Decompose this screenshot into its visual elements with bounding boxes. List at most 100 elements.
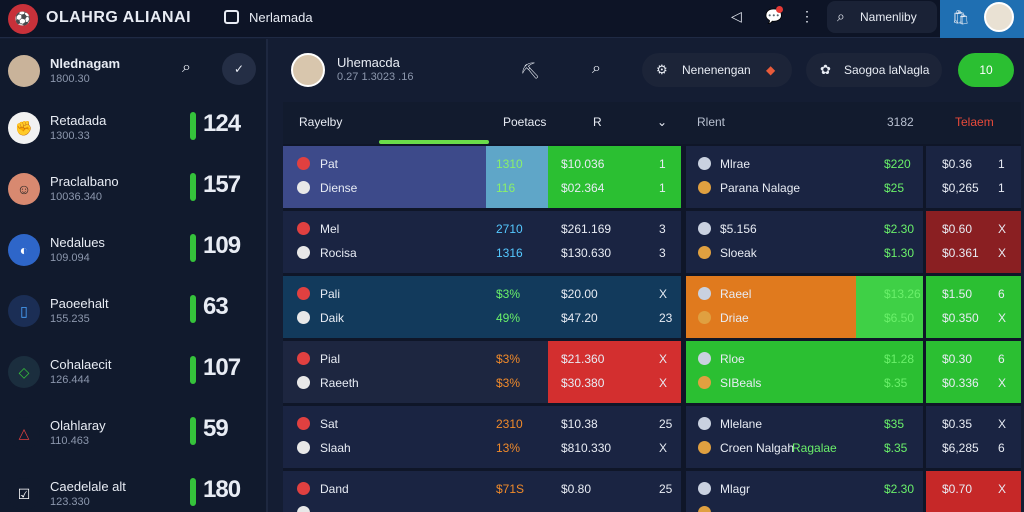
row-market-cell[interactable]: Pat Diense 1310 116 $10.036 $02.364 1 1 <box>283 146 681 208</box>
total-flag-2: 1 <box>998 181 1005 195</box>
row-total-cell[interactable]: $0.36 $0,265 1 1 <box>926 146 1021 208</box>
result-label-1: $5.156 <box>720 222 757 236</box>
match-avatar[interactable] <box>291 53 325 87</box>
price-1: $220 <box>884 157 911 171</box>
cart-icon[interactable]: 🛍 <box>952 9 970 25</box>
check-button[interactable]: ✓ <box>222 53 256 85</box>
odds-cell[interactable] <box>548 341 681 403</box>
nav-tv-icon[interactable] <box>224 10 239 24</box>
match-name: Uhemacda <box>337 55 400 70</box>
col-header-3182[interactable]: 3182 <box>887 115 914 129</box>
table-row[interactable]: Dand $71S $0.80 25 Mlagr $2.30 $0.70 X <box>283 471 1021 512</box>
row-total-cell[interactable]: $0.30 $0.336 6 X <box>926 341 1021 403</box>
odds-cell[interactable] <box>548 471 681 512</box>
sidebar-item[interactable]: ▯ Paoeehalt 155.235 63 <box>0 282 268 342</box>
row-total-cell[interactable]: $1.50 $0.350 6 X <box>926 276 1021 338</box>
sidebar-item[interactable]: ☺ Praclalbano 10036.340 157 <box>0 160 268 220</box>
top-search-label: Namenliby <box>860 10 917 24</box>
odds-cell[interactable] <box>548 211 681 273</box>
sidebar-item[interactable]: ◐ Nedalues 109.094 109 <box>0 221 268 281</box>
table-row[interactable]: Pat Diense 1310 116 $10.036 $02.364 1 1 … <box>283 146 1021 208</box>
sidebar-item-sub: 1300.33 <box>50 130 90 142</box>
price-cell[interactable] <box>856 211 923 273</box>
sidebar-item-value: 109 <box>203 232 241 259</box>
price-cell[interactable] <box>856 276 923 338</box>
col-header-telaem[interactable]: Telaem <box>955 115 994 129</box>
go-button[interactable]: 10 <box>958 53 1014 87</box>
sidebar-item-name: Paoeehalt <box>50 296 109 311</box>
team-badge-icon <box>698 506 711 512</box>
row-count-1: 25 <box>659 417 673 431</box>
filter-pill-1-label: Nenenengan <box>682 63 751 77</box>
total-flag-1: X <box>998 222 1007 236</box>
col-header-rayelby[interactable]: Rayelby <box>299 115 343 129</box>
back-icon[interactable]: ◁ <box>731 8 742 24</box>
row-market-cell[interactable]: Pial Raeeth $3% $3% $21.360 $30.380 X X <box>283 341 681 403</box>
account-area: 🛍 <box>940 0 1024 38</box>
row-result-cell[interactable]: Mlrae Parana Nalage $220 $25 <box>686 146 923 208</box>
search-icon[interactable]: ⌕ <box>182 59 191 76</box>
price-cell[interactable] <box>856 146 923 208</box>
nav-label[interactable]: Nerlamada <box>249 10 313 25</box>
row-pct-1: $71S <box>496 482 525 496</box>
brand-logo-icon[interactable]: ⚽ <box>8 4 38 34</box>
row-result-cell[interactable]: Mlelane Croen Nalgah Ragalae $35 $.35 <box>686 406 923 468</box>
row-count-1: 25 <box>659 482 673 496</box>
price-cell[interactable] <box>856 341 923 403</box>
row-total-cell[interactable]: $0.70 X <box>926 471 1021 512</box>
sidebar-item-name: Olahlaray <box>50 418 106 433</box>
price-1: $35 <box>884 417 905 431</box>
sidebar-item-sub: 110.463 <box>50 435 89 447</box>
search-icon[interactable]: ⌕ <box>592 60 601 77</box>
row-result-cell[interactable]: Mlagr $2.30 <box>686 471 923 512</box>
col-header-r[interactable]: R <box>593 115 602 129</box>
row-market-cell[interactable]: Dand $71S $0.80 25 <box>283 471 681 512</box>
row-label-2: Slaah <box>320 441 351 455</box>
sidebar-item[interactable]: △ Olahlaray 110.463 59 <box>0 404 268 464</box>
sidebar-item-bar <box>190 417 196 445</box>
odds-cell[interactable] <box>548 406 681 468</box>
sidebar-item-sub: 155.235 <box>50 313 90 325</box>
col-header-rlent[interactable]: Rlent <box>697 115 726 129</box>
price-cell[interactable] <box>856 406 923 468</box>
table-row[interactable]: Pial Raeeth $3% $3% $21.360 $30.380 X X … <box>283 341 1021 403</box>
more-icon[interactable]: ⋮ <box>800 8 814 24</box>
odds-cell[interactable] <box>548 146 681 208</box>
row-count-1: X <box>659 287 668 301</box>
odds-cell[interactable] <box>548 276 681 338</box>
row-market-cell[interactable]: Mel Rocisa 2710 1316 $261.169 $130.630 3… <box>283 211 681 273</box>
sidebar-item[interactable]: ✊ Retadada 1300.33 124 <box>0 99 268 159</box>
row-market-cell[interactable]: Pali Daik $3% 49% $20.00 $47.20 X 23 <box>283 276 681 338</box>
table-row[interactable]: Mel Rocisa 2710 1316 $261.169 $130.630 3… <box>283 211 1021 273</box>
price-cell[interactable] <box>856 471 923 512</box>
filter-pill-2[interactable]: ✿ Saogoa laNagla <box>806 53 942 87</box>
team-badge-icon <box>698 246 711 259</box>
table-row[interactable]: Sat Slaah 2310 13% $10.38 $810.330 25 X … <box>283 406 1021 468</box>
sidebar-item[interactable]: ◇ Cohalaecit 126.444 107 <box>0 343 268 403</box>
row-count-1: X <box>659 352 668 366</box>
top-search[interactable]: ⌕ Namenliby <box>827 1 937 33</box>
total-1: $0.36 <box>942 157 973 171</box>
sidebar-item[interactable]: ☑ Caedelale alt 123.330 180 <box>0 465 268 512</box>
diamond-icon: ◇ <box>8 356 40 388</box>
sidebar-item-value: 157 <box>203 171 241 198</box>
filter-pill-1[interactable]: ⚙ Nenenengan ◆ <box>642 53 792 87</box>
row-count-1: 1 <box>659 157 666 171</box>
row-result-cell[interactable]: Rloe SIBeals $1.28 $.35 <box>686 341 923 403</box>
row-total-cell[interactable]: $0.60 $0.361 X X <box>926 211 1021 273</box>
avatar[interactable] <box>984 2 1014 32</box>
table-row[interactable]: Pali Daik $3% 49% $20.00 $47.20 X 23 Rae… <box>283 276 1021 338</box>
row-total-cell[interactable]: $0.35 $6,285 X 6 <box>926 406 1021 468</box>
team-badge-icon <box>297 417 310 430</box>
price-2: $.35 <box>884 376 908 390</box>
row-pct-2: 1316 <box>496 246 523 260</box>
sidebar-avatar[interactable] <box>8 55 40 87</box>
result-label-2: SIBeals <box>720 376 762 390</box>
row-result-cell[interactable]: Raeel Driae $13.26 $6.50 <box>686 276 923 338</box>
row-result-cell[interactable]: $5.156 Sloeak $2.30 $1.30 <box>686 211 923 273</box>
team-badge-icon <box>297 352 310 365</box>
chevron-down-icon[interactable]: ⌄ <box>657 115 668 129</box>
row-market-cell[interactable]: Sat Slaah 2310 13% $10.38 $810.330 25 X <box>283 406 681 468</box>
pick-icon[interactable]: ⛏ <box>520 63 541 80</box>
col-header-poetacs[interactable]: Poetacs <box>503 115 547 129</box>
